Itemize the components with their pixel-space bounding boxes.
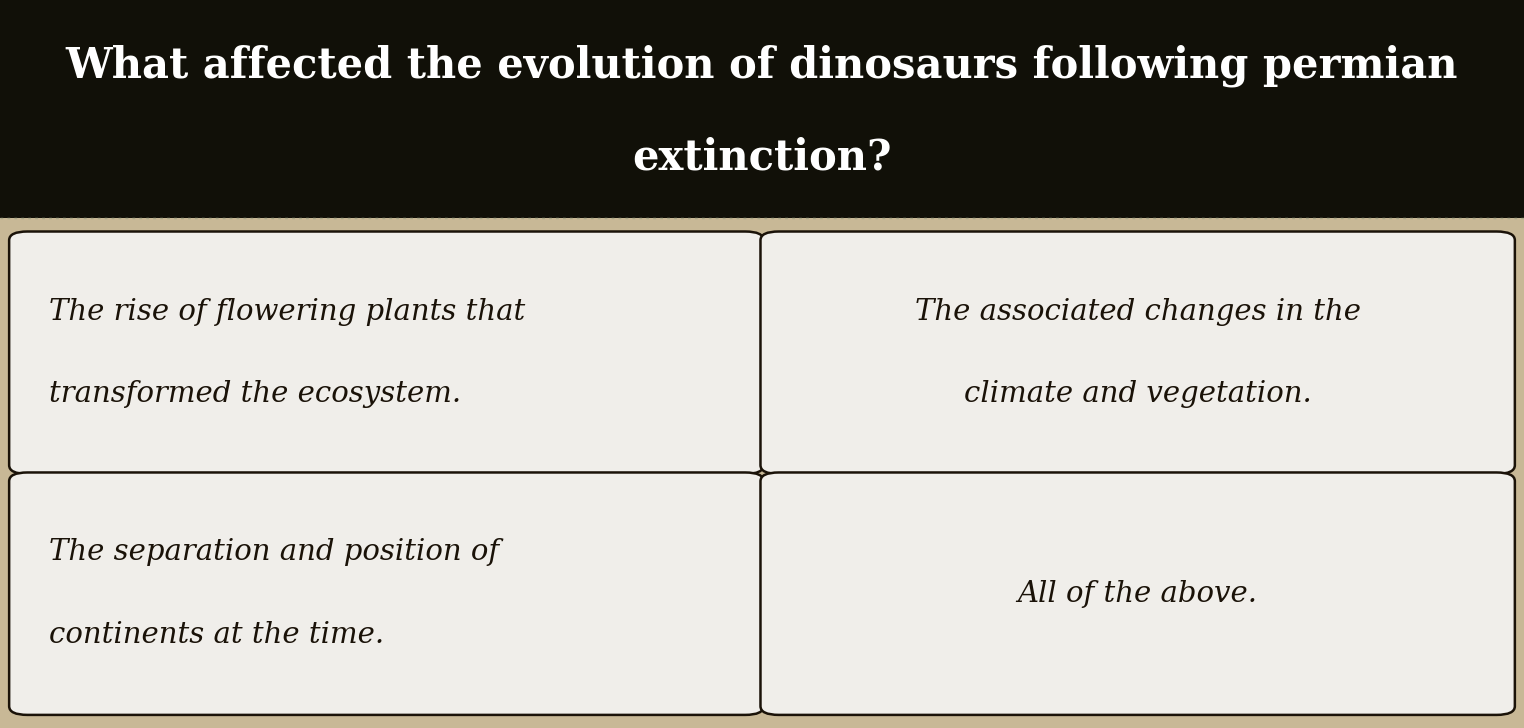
- Text: The rise of flowering plants that

transformed the ecosystem.: The rise of flowering plants that transf…: [49, 298, 526, 408]
- Text: The separation and position of

continents at the time.: The separation and position of continent…: [49, 539, 498, 649]
- FancyBboxPatch shape: [9, 232, 764, 474]
- FancyBboxPatch shape: [760, 472, 1515, 715]
- Text: extinction?: extinction?: [632, 136, 892, 178]
- FancyBboxPatch shape: [0, 0, 1524, 218]
- Text: The associated changes in the

climate and vegetation.: The associated changes in the climate an…: [914, 298, 1361, 408]
- Text: All of the above.: All of the above.: [1018, 579, 1257, 608]
- FancyBboxPatch shape: [9, 472, 764, 715]
- Text: What affected the evolution of dinosaurs following permian: What affected the evolution of dinosaurs…: [66, 44, 1458, 87]
- FancyBboxPatch shape: [760, 232, 1515, 474]
